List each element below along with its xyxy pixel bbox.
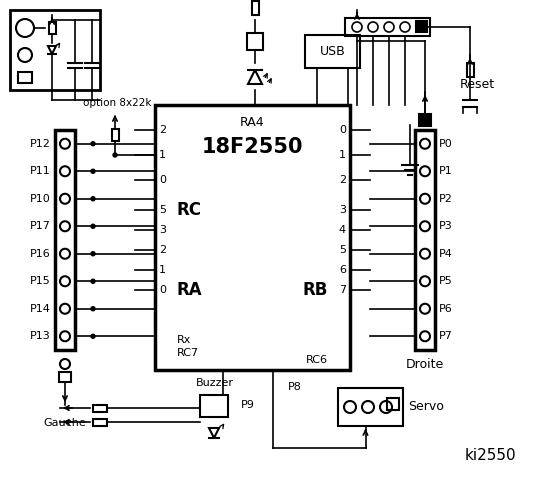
Bar [467, 63, 473, 77]
Text: RA: RA [177, 281, 202, 299]
Text: P2: P2 [439, 194, 453, 204]
Text: P0: P0 [439, 139, 453, 149]
Text: RA4: RA4 [240, 117, 265, 130]
Bar [155, 105, 350, 370]
Text: 3: 3 [159, 225, 166, 235]
Text: P15: P15 [30, 276, 51, 286]
Text: P13: P13 [30, 331, 51, 341]
Text: 2: 2 [339, 175, 346, 185]
Text: 6: 6 [339, 265, 346, 275]
Text: option 8x22k: option 8x22k [83, 98, 152, 108]
Text: P6: P6 [439, 304, 453, 314]
Text: 0: 0 [159, 175, 166, 185]
Text: P9: P9 [241, 400, 255, 410]
Text: P8: P8 [288, 382, 302, 392]
Bar [112, 129, 118, 141]
Bar [345, 18, 430, 36]
Text: 1: 1 [339, 150, 346, 160]
Text: 4: 4 [339, 225, 346, 235]
Text: P3: P3 [439, 221, 453, 231]
Text: Droite: Droite [406, 358, 444, 371]
Text: 3: 3 [339, 205, 346, 215]
Circle shape [91, 334, 95, 338]
Text: 1: 1 [159, 150, 166, 160]
Text: Rx: Rx [177, 335, 191, 345]
Circle shape [113, 153, 117, 157]
Text: 2: 2 [159, 245, 166, 255]
Text: P11: P11 [30, 166, 51, 176]
Text: 5: 5 [339, 245, 346, 255]
Text: Servo: Servo [408, 400, 444, 413]
Circle shape [91, 169, 95, 173]
Text: 0: 0 [159, 285, 166, 295]
Circle shape [91, 224, 95, 228]
Text: 7: 7 [339, 285, 346, 295]
Text: P4: P4 [439, 249, 453, 259]
Text: RC7: RC7 [177, 348, 199, 358]
Text: 2: 2 [159, 125, 166, 135]
Bar [338, 388, 403, 426]
Text: P7: P7 [439, 331, 453, 341]
Text: P5: P5 [439, 276, 453, 286]
Text: P14: P14 [30, 304, 51, 314]
Text: P12: P12 [30, 139, 51, 149]
Bar [305, 35, 360, 68]
Text: USB: USB [320, 45, 346, 58]
Bar [93, 419, 107, 425]
Text: 0: 0 [339, 125, 346, 135]
Bar [416, 21, 427, 32]
Text: P16: P16 [30, 249, 51, 259]
Circle shape [91, 307, 95, 311]
Text: Gauche: Gauche [44, 418, 86, 428]
Bar [419, 114, 431, 126]
Text: RC: RC [177, 201, 202, 219]
Bar [10, 10, 100, 90]
Bar [18, 72, 32, 83]
Circle shape [91, 252, 95, 256]
Text: 18F2550: 18F2550 [202, 137, 303, 157]
Bar [247, 33, 263, 50]
Bar [415, 130, 435, 350]
Text: RB: RB [302, 281, 328, 299]
Text: Reset: Reset [460, 79, 495, 92]
Bar [200, 395, 228, 417]
Bar [49, 22, 55, 34]
Text: RC6: RC6 [306, 355, 328, 365]
Text: Buzzer: Buzzer [196, 378, 234, 388]
Text: ki2550: ki2550 [464, 447, 516, 463]
Text: P10: P10 [30, 194, 51, 204]
Text: P1: P1 [439, 166, 453, 176]
Text: P17: P17 [30, 221, 51, 231]
Bar [93, 405, 107, 411]
Bar [55, 130, 75, 350]
Circle shape [91, 197, 95, 201]
Bar [252, 1, 258, 15]
Bar [387, 398, 399, 410]
Text: 1: 1 [159, 265, 166, 275]
Circle shape [91, 279, 95, 283]
Bar [59, 372, 71, 382]
Circle shape [91, 142, 95, 146]
Text: 5: 5 [159, 205, 166, 215]
